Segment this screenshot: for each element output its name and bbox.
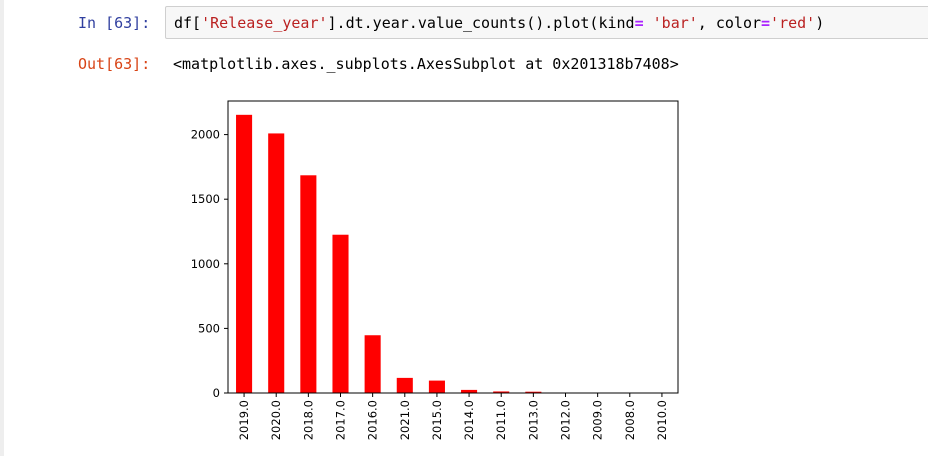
y-tick-label: 2000	[191, 128, 220, 142]
code-line: df['Release_year'].dt.year.value_counts(…	[174, 13, 824, 33]
code-token: )	[815, 14, 825, 32]
x-tick-label: 2013.0	[526, 400, 540, 440]
code-string-token: 'bar'	[652, 14, 698, 32]
chart-bar	[396, 377, 413, 393]
y-tick-label: 1500	[191, 192, 220, 206]
code-token: , color	[697, 14, 762, 32]
chart-bar	[364, 335, 381, 393]
chart-bar	[236, 114, 253, 394]
x-tick-label: 2017.0	[334, 400, 348, 440]
cell-left-border	[0, 0, 4, 456]
chart-bar	[493, 391, 510, 393]
code-operator-token: =	[634, 14, 644, 32]
y-tick-label: 0	[213, 386, 220, 400]
code-string-token: 'red'	[770, 14, 816, 32]
x-tick-label: 2016.0	[366, 400, 380, 440]
x-tick-label: 2014.0	[462, 400, 476, 440]
y-tick-label: 500	[198, 321, 220, 335]
input-prompt: In [63]:	[78, 14, 151, 32]
code-operator-token: =	[761, 14, 771, 32]
code-token: df[	[174, 14, 202, 32]
chart-bar	[525, 391, 542, 393]
x-tick-label: 2009.0	[591, 400, 605, 440]
x-tick-label: 2012.0	[559, 400, 573, 440]
x-tick-label: 2010.0	[655, 400, 669, 440]
code-input-area[interactable]: df['Release_year'].dt.year.value_counts(…	[165, 6, 928, 39]
x-tick-label: 2018.0	[301, 400, 315, 440]
y-tick-label: 1000	[191, 257, 220, 271]
chart-bar	[268, 133, 285, 393]
x-tick-label: 2020.0	[269, 400, 283, 440]
x-tick-label: 2021.0	[398, 400, 412, 440]
chart-bar	[461, 389, 478, 393]
x-tick-label: 2011.0	[494, 400, 508, 440]
code-token: ].dt.year.value_counts().plot(kind	[327, 14, 635, 32]
chart-bar	[428, 380, 445, 393]
chart-bar	[332, 234, 349, 393]
x-tick-label: 2015.0	[430, 400, 444, 440]
x-tick-label: 2008.0	[623, 400, 637, 440]
output-repr-text: <matplotlib.axes._subplots.AxesSubplot a…	[173, 55, 679, 73]
code-string-token: 'Release_year'	[201, 14, 328, 32]
x-tick-label: 2019.0	[237, 400, 251, 440]
chart-bar	[300, 175, 317, 393]
output-prompt: Out[63]:	[78, 55, 151, 73]
chart-axes-frame	[227, 100, 679, 394]
